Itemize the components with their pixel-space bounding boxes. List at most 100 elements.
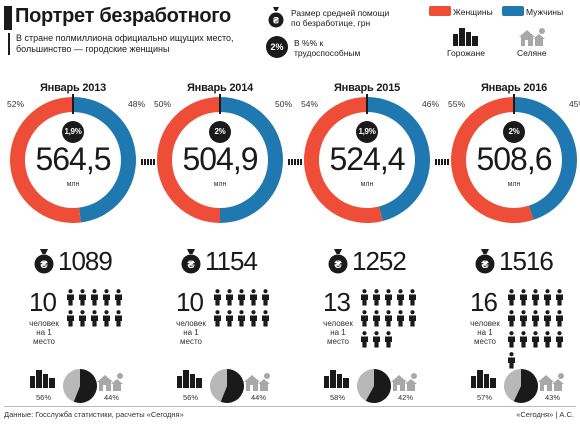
coin-bag-icon: ₴ <box>34 248 54 274</box>
city-icon <box>471 368 497 393</box>
women-percent: 55% <box>448 99 466 109</box>
person-icon <box>213 310 222 327</box>
unit-label: млн <box>213 181 227 188</box>
legend-percent-label: В %% к трудоспособным <box>294 38 361 58</box>
people-label: человек на 1 место <box>176 319 206 346</box>
svg-text:₴: ₴ <box>40 259 48 271</box>
person-icon <box>225 289 234 306</box>
person-icon <box>507 289 516 306</box>
unemployed-total: 508,6 <box>476 141 552 177</box>
urban-slice <box>365 369 391 403</box>
unemployment-rate-badge: 1,9% <box>62 121 84 143</box>
person-icon <box>408 310 417 327</box>
urban-slice <box>513 369 538 403</box>
person-icon <box>90 289 99 306</box>
women-percent: 52% <box>7 99 25 109</box>
rural-slice <box>62 369 80 402</box>
legend-women-swatch <box>429 6 451 16</box>
person-icon <box>372 310 381 327</box>
rural-slice <box>357 369 374 401</box>
person-icon <box>90 310 99 327</box>
footer-credit: «Сегодня» | А.С. <box>516 410 574 419</box>
unemployment-rate-badge: 2% <box>209 121 231 143</box>
village-icon <box>390 372 418 397</box>
svg-text:₴: ₴ <box>187 259 195 271</box>
people-label: человек на 1 место <box>323 319 353 346</box>
urban-rural-pie <box>210 369 244 403</box>
person-icon <box>102 310 111 327</box>
gender-donut-chart <box>451 94 578 223</box>
person-icon <box>507 352 516 369</box>
period-year: Январь 2014 <box>186 82 254 94</box>
rural-slice <box>210 369 227 402</box>
person-icon <box>372 289 381 306</box>
village-icon <box>518 27 546 52</box>
urban-percent: 56% <box>183 393 199 402</box>
person-icon <box>531 289 540 306</box>
person-icon <box>261 310 270 327</box>
rural-slice <box>504 369 521 402</box>
person-icon <box>519 331 528 348</box>
connector <box>288 159 302 165</box>
people-label: человек на 1 место <box>470 319 500 346</box>
urban-percent: 58% <box>330 393 346 402</box>
person-icon <box>396 310 405 327</box>
person-icon <box>531 310 540 327</box>
people-per-vacancy: 13 <box>323 287 351 317</box>
period-year: Январь 2013 <box>39 82 107 94</box>
unit-label: млн <box>66 181 80 188</box>
person-icon <box>102 289 111 306</box>
unit-label: млн <box>507 181 521 188</box>
urban-rural-pie <box>357 369 391 403</box>
connector <box>141 159 155 165</box>
legend-men-label: Мужчины <box>526 7 564 17</box>
village-icon <box>243 372 271 397</box>
legend-percent-badge: 2% <box>266 36 288 58</box>
village-icon <box>96 372 124 397</box>
title-accent <box>4 6 12 30</box>
person-icon <box>384 289 393 306</box>
people-per-vacancy: 10 <box>29 287 57 317</box>
person-icon <box>519 310 528 327</box>
svg-text:₴: ₴ <box>334 259 342 271</box>
person-icon <box>543 331 552 348</box>
urban-rural-pie <box>62 369 97 403</box>
legend-rural-label: Селяне <box>517 48 547 58</box>
unemployed-total: 524,4 <box>329 141 405 177</box>
person-icon <box>249 289 258 306</box>
urban-percent: 57% <box>477 393 493 402</box>
legend-urban-label: Горожане <box>447 48 485 58</box>
person-icon <box>555 310 564 327</box>
city-icon <box>453 26 479 51</box>
person-icon <box>543 310 552 327</box>
person-icon <box>237 289 246 306</box>
person-icon <box>66 310 75 327</box>
page-subtitle: В стране полмиллиона официально ищущих м… <box>8 33 266 55</box>
coin-bag-icon: ₴ <box>328 248 348 274</box>
person-icon <box>384 331 393 348</box>
average-aid: 1154 <box>205 246 258 276</box>
people-icon-grid <box>213 289 273 327</box>
rural-percent: 43% <box>545 393 561 402</box>
person-icon <box>396 289 405 306</box>
gender-donut-chart <box>157 94 283 223</box>
people-icon-grid <box>360 289 420 348</box>
page-title: Портрет безработного <box>15 5 231 27</box>
person-icon <box>384 310 393 327</box>
men-segment <box>220 97 283 223</box>
city-icon <box>30 368 56 393</box>
rural-percent: 42% <box>398 393 414 402</box>
person-icon <box>555 289 564 306</box>
legend-men-swatch <box>502 6 524 16</box>
person-icon <box>360 289 369 306</box>
person-icon <box>114 310 123 327</box>
person-icon <box>372 331 381 348</box>
men-percent: 45% <box>569 99 580 109</box>
person-icon <box>507 310 516 327</box>
rural-percent: 44% <box>251 393 267 402</box>
period-year: Январь 2016 <box>480 82 548 94</box>
average-aid: 1089 <box>58 246 113 276</box>
people-icon-grid <box>66 289 126 327</box>
city-icon <box>324 368 350 393</box>
person-icon <box>225 310 234 327</box>
